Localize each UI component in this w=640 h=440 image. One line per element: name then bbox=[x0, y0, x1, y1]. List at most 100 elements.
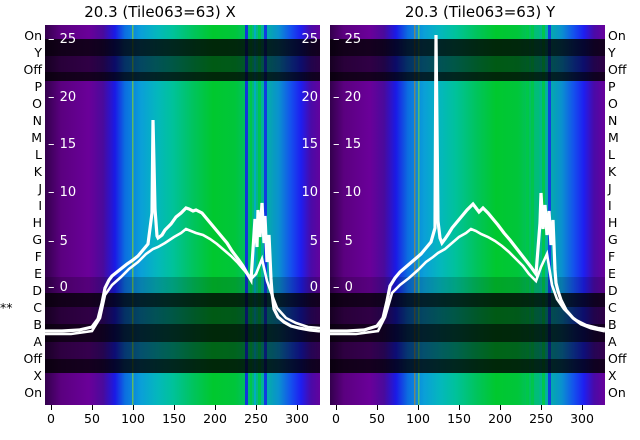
xtick-label-0: 0 bbox=[47, 411, 55, 426]
xtick-mark bbox=[133, 405, 134, 410]
row-band-off-bottom bbox=[45, 324, 320, 342]
inner-ytick-15-x-right: 15 bbox=[301, 137, 318, 152]
row-band-off-top bbox=[45, 39, 320, 56]
cat-label-14: E bbox=[34, 266, 42, 281]
cat-label-3: P bbox=[34, 79, 42, 94]
xtick-label-300: 300 bbox=[570, 411, 594, 426]
inner-ytick-20-x-right: 20 bbox=[301, 90, 318, 105]
row-star-marker: ** bbox=[0, 300, 13, 315]
inner-ytick-dash: – bbox=[48, 185, 56, 200]
xtick-mark bbox=[51, 405, 52, 410]
cat-label-17: B bbox=[608, 317, 617, 332]
inner-ytick-10-x: – 10 bbox=[48, 185, 77, 200]
inner-ytick-dash: – bbox=[48, 234, 56, 249]
cat-label-9: J bbox=[38, 181, 42, 196]
inner-ytick-20-y: – 20 bbox=[333, 90, 362, 105]
xtick-label-100: 100 bbox=[121, 411, 145, 426]
xtick-label-50: 50 bbox=[369, 411, 385, 426]
xtick-label-100: 100 bbox=[406, 411, 430, 426]
inner-ytick-5-x: – 5 bbox=[48, 234, 68, 249]
cat-label-14: E bbox=[608, 266, 616, 281]
xtick-mark bbox=[418, 405, 419, 410]
inner-ytick-5-x-right: 5 bbox=[309, 234, 318, 249]
cat-label-1: Y bbox=[34, 45, 42, 60]
cat-label-19: Off bbox=[23, 351, 42, 366]
cat-label-8: K bbox=[33, 164, 42, 179]
inner-ytick-0-x-right: 0 bbox=[309, 280, 318, 295]
row-band-dim-bottom2 bbox=[45, 342, 320, 359]
row-band-dim-upper bbox=[330, 56, 605, 72]
cat-label-10: I bbox=[38, 198, 42, 213]
xtick-mark bbox=[459, 405, 460, 410]
cat-label-11: H bbox=[32, 215, 42, 230]
xtick-label-250: 250 bbox=[529, 411, 553, 426]
cat-label-0: On bbox=[24, 28, 42, 43]
row-band-dim-mid bbox=[45, 277, 320, 293]
xtick-mark bbox=[174, 405, 175, 410]
row-band-dim-lower bbox=[45, 307, 320, 324]
cat-label-5: N bbox=[608, 113, 618, 128]
cat-label-13: F bbox=[34, 249, 42, 264]
row-band-off-upper2 bbox=[45, 72, 320, 81]
cat-label-6: M bbox=[608, 130, 619, 145]
inner-ytick-dash: – bbox=[333, 185, 341, 200]
inner-ytick-dash: – bbox=[48, 280, 56, 295]
cat-label-21: On bbox=[24, 385, 42, 400]
row-band-off-lower bbox=[330, 293, 605, 307]
panel-x: 20.3 (Tile063=63) X bbox=[0, 3, 320, 426]
xtick-mark bbox=[582, 405, 583, 410]
cat-label-15: D bbox=[32, 283, 42, 298]
inner-ytick-dash: – bbox=[333, 280, 341, 295]
xtick-mark bbox=[92, 405, 93, 410]
cat-label-13: F bbox=[608, 249, 616, 264]
cat-label-3: P bbox=[608, 79, 616, 94]
inner-ytick-dash: – bbox=[333, 90, 341, 105]
category-axis-left: On Y Off P O N M L K J I H G F E D C B A… bbox=[2, 25, 42, 405]
panel-title-x: 20.3 (Tile063=63) X bbox=[84, 3, 236, 21]
xtick-mark bbox=[297, 405, 298, 410]
row-band-off-top bbox=[330, 39, 605, 56]
cat-label-2: Off bbox=[608, 62, 627, 77]
cat-label-4: O bbox=[608, 96, 618, 111]
cat-label-7: L bbox=[35, 147, 42, 162]
inner-ytick-10-y: – 10 bbox=[333, 185, 362, 200]
inner-ytick-dash: – bbox=[48, 137, 56, 152]
cat-label-17: B bbox=[33, 317, 42, 332]
cat-label-10: I bbox=[608, 198, 612, 213]
inner-ytick-dash: – bbox=[48, 32, 56, 47]
cat-label-20: X bbox=[608, 368, 617, 383]
inner-ytick-20-x: – 20 bbox=[48, 90, 77, 105]
cat-label-16: C bbox=[33, 300, 42, 315]
cat-label-5: N bbox=[32, 113, 42, 128]
xaxis-y: 0 50 100 150 200 250 300 bbox=[330, 405, 605, 440]
row-band-off-lower bbox=[45, 293, 320, 307]
row-band-dim-mid bbox=[330, 277, 605, 293]
inner-ytick-dash: – bbox=[48, 90, 56, 105]
inner-ytick-25-x-right: 25 bbox=[301, 32, 318, 47]
inner-ytick-dash: – bbox=[333, 137, 341, 152]
cat-label-4: O bbox=[32, 96, 42, 111]
panel-y: 20.3 (Tile063=63) Y – 25 – bbox=[320, 0, 640, 440]
inner-ytick-5-y: – 5 bbox=[333, 234, 353, 249]
inner-ytick-0-y: – 0 bbox=[333, 280, 353, 295]
cat-label-8: K bbox=[608, 164, 617, 179]
inner-ytick-15-x: – 15 bbox=[48, 137, 77, 152]
inner-ytick-0-x: – 0 bbox=[48, 280, 68, 295]
inner-ytick-25-y: – 25 bbox=[333, 32, 362, 47]
cat-label-12: G bbox=[608, 232, 618, 247]
row-band-off-upper2 bbox=[330, 72, 605, 81]
heatmap-plot-y[interactable]: – 25 – 20 – 15 – 10 – 5 – 0 bbox=[330, 25, 605, 405]
row-band-off-bottom2 bbox=[330, 359, 605, 373]
row-band-dim-bottom2 bbox=[330, 342, 605, 359]
cat-label-19: Off bbox=[608, 351, 627, 366]
xtick-mark bbox=[377, 405, 378, 410]
cat-label-16: C bbox=[608, 300, 617, 315]
xtick-label-200: 200 bbox=[488, 411, 512, 426]
panel-title-y: 20.3 (Tile063=63) Y bbox=[404, 3, 556, 21]
cat-label-18: A bbox=[608, 334, 617, 349]
cat-label-15: D bbox=[608, 283, 618, 298]
heatmap-plot-x[interactable]: – 25 – 20 – 15 – 10 – 5 – 0 bbox=[45, 25, 320, 405]
cat-label-20: X bbox=[33, 368, 42, 383]
xtick-label-250: 250 bbox=[244, 411, 268, 426]
xtick-mark bbox=[541, 405, 542, 410]
